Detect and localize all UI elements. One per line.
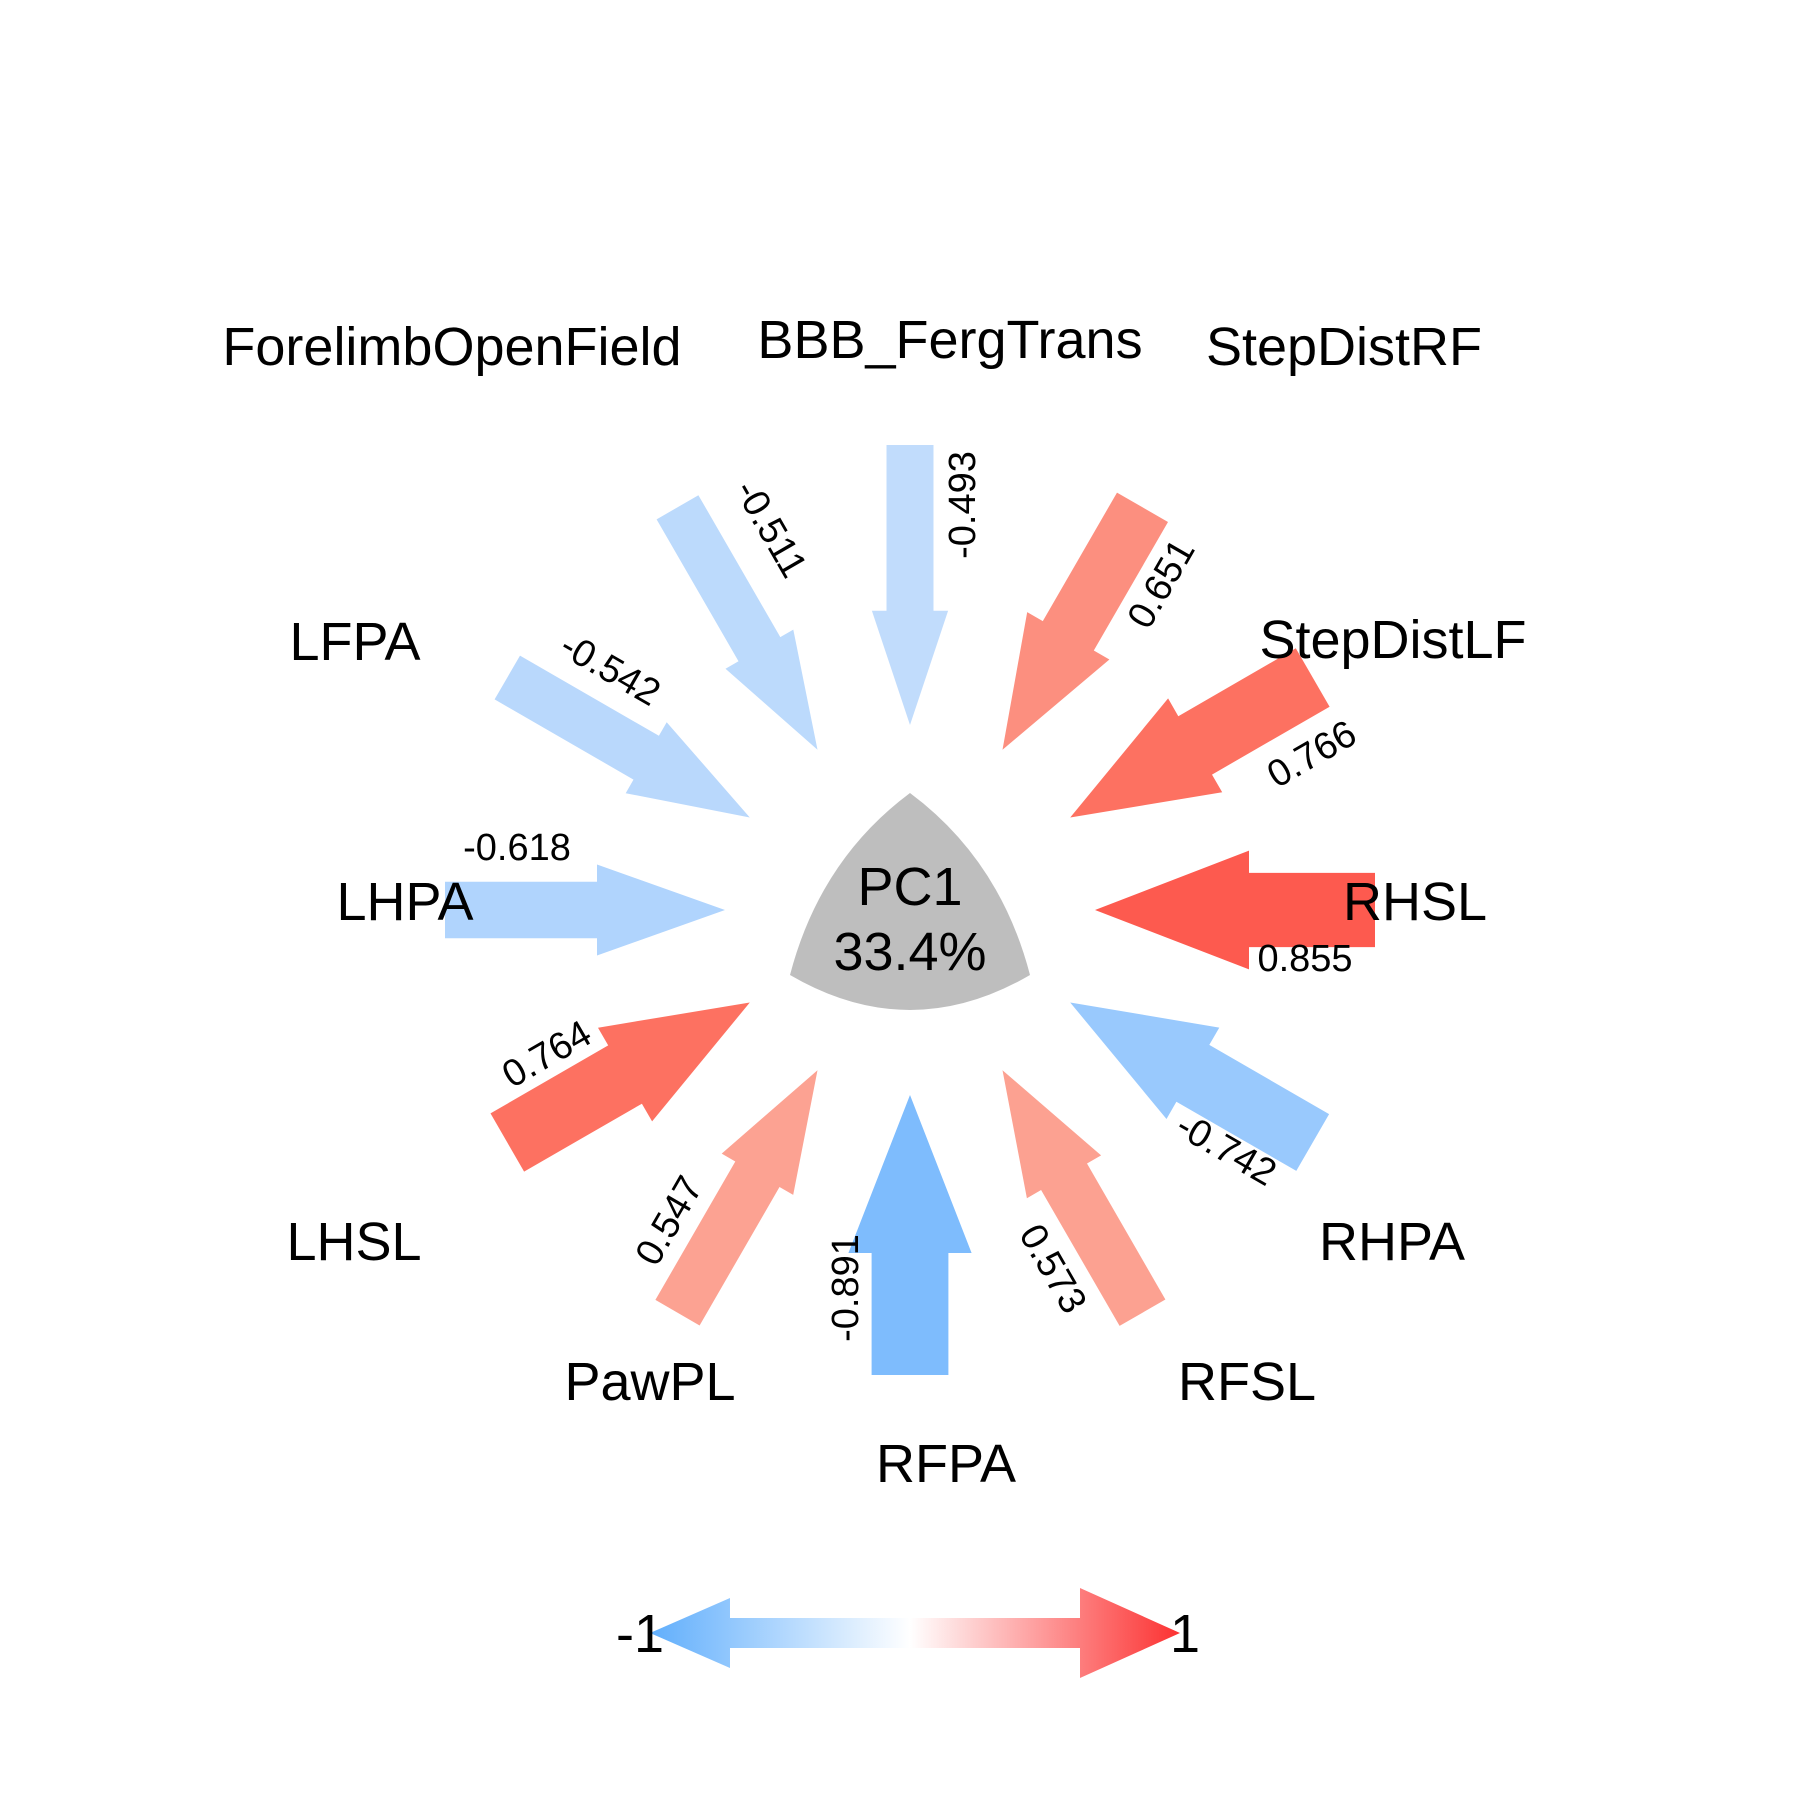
loading-value-bbb-fergtrans: -0.493 <box>942 451 984 559</box>
variable-label-bbb-fergtrans: BBB_FergTrans <box>757 310 1142 370</box>
loading-arrow-lfpa <box>494 655 750 818</box>
center-variance-label: 33.4% <box>833 922 986 982</box>
loading-arrow-rfpa <box>848 1095 972 1375</box>
center-shape <box>790 793 1030 1010</box>
legend-gradient-arrow <box>650 1588 1180 1678</box>
variable-label-lfpa: LFPA <box>289 612 420 672</box>
legend-min-label: -1 <box>616 1604 664 1664</box>
variable-label-stepdistlf: StepDistLF <box>1259 610 1526 670</box>
variable-label-pawpl: PawPL <box>564 1352 735 1412</box>
variable-label-rhsl: RHSL <box>1343 872 1487 932</box>
legend-max-label: 1 <box>1170 1604 1200 1664</box>
loading-arrow-rhpa <box>1070 1002 1330 1171</box>
variable-labels: BBB_FergTrans StepDistRF StepDistLF RHSL… <box>222 310 1526 1494</box>
loading-arrow-stepdistlf <box>1070 648 1330 818</box>
variable-label-forelimbopenfield: ForelimbOpenField <box>222 317 681 377</box>
loading-arrow-lhsl <box>490 1002 750 1172</box>
loading-arrow-rfsl <box>1002 1070 1166 1326</box>
loading-value-rfpa: -0.891 <box>825 1234 867 1342</box>
variable-label-lhpa: LHPA <box>336 872 473 932</box>
variable-label-rfpa: RFPA <box>876 1434 1016 1494</box>
loading-value-rhsl: 0.855 <box>1257 938 1352 980</box>
loading-arrow-stepdistrf <box>1002 492 1168 750</box>
loading-arrow-pawpl <box>655 1070 818 1326</box>
loading-value-lhpa: -0.618 <box>463 827 571 869</box>
loading-arrow-rhsl <box>1095 850 1375 970</box>
loading-arrow-lhpa <box>445 864 725 956</box>
center-component-label: PC1 <box>857 857 962 917</box>
loading-arrow-forelimbopenfield <box>656 495 818 750</box>
loading-arrows <box>445 445 1375 1375</box>
variable-label-stepdistrf: StepDistRF <box>1206 317 1482 377</box>
loading-arrow-bbb-fergtrans <box>871 445 949 725</box>
color-scale-legend: -1 1 <box>616 1588 1200 1678</box>
variable-label-rfsl: RFSL <box>1178 1352 1316 1412</box>
variable-label-rhpa: RHPA <box>1319 1212 1465 1272</box>
variable-label-lhsl: LHSL <box>286 1212 421 1272</box>
